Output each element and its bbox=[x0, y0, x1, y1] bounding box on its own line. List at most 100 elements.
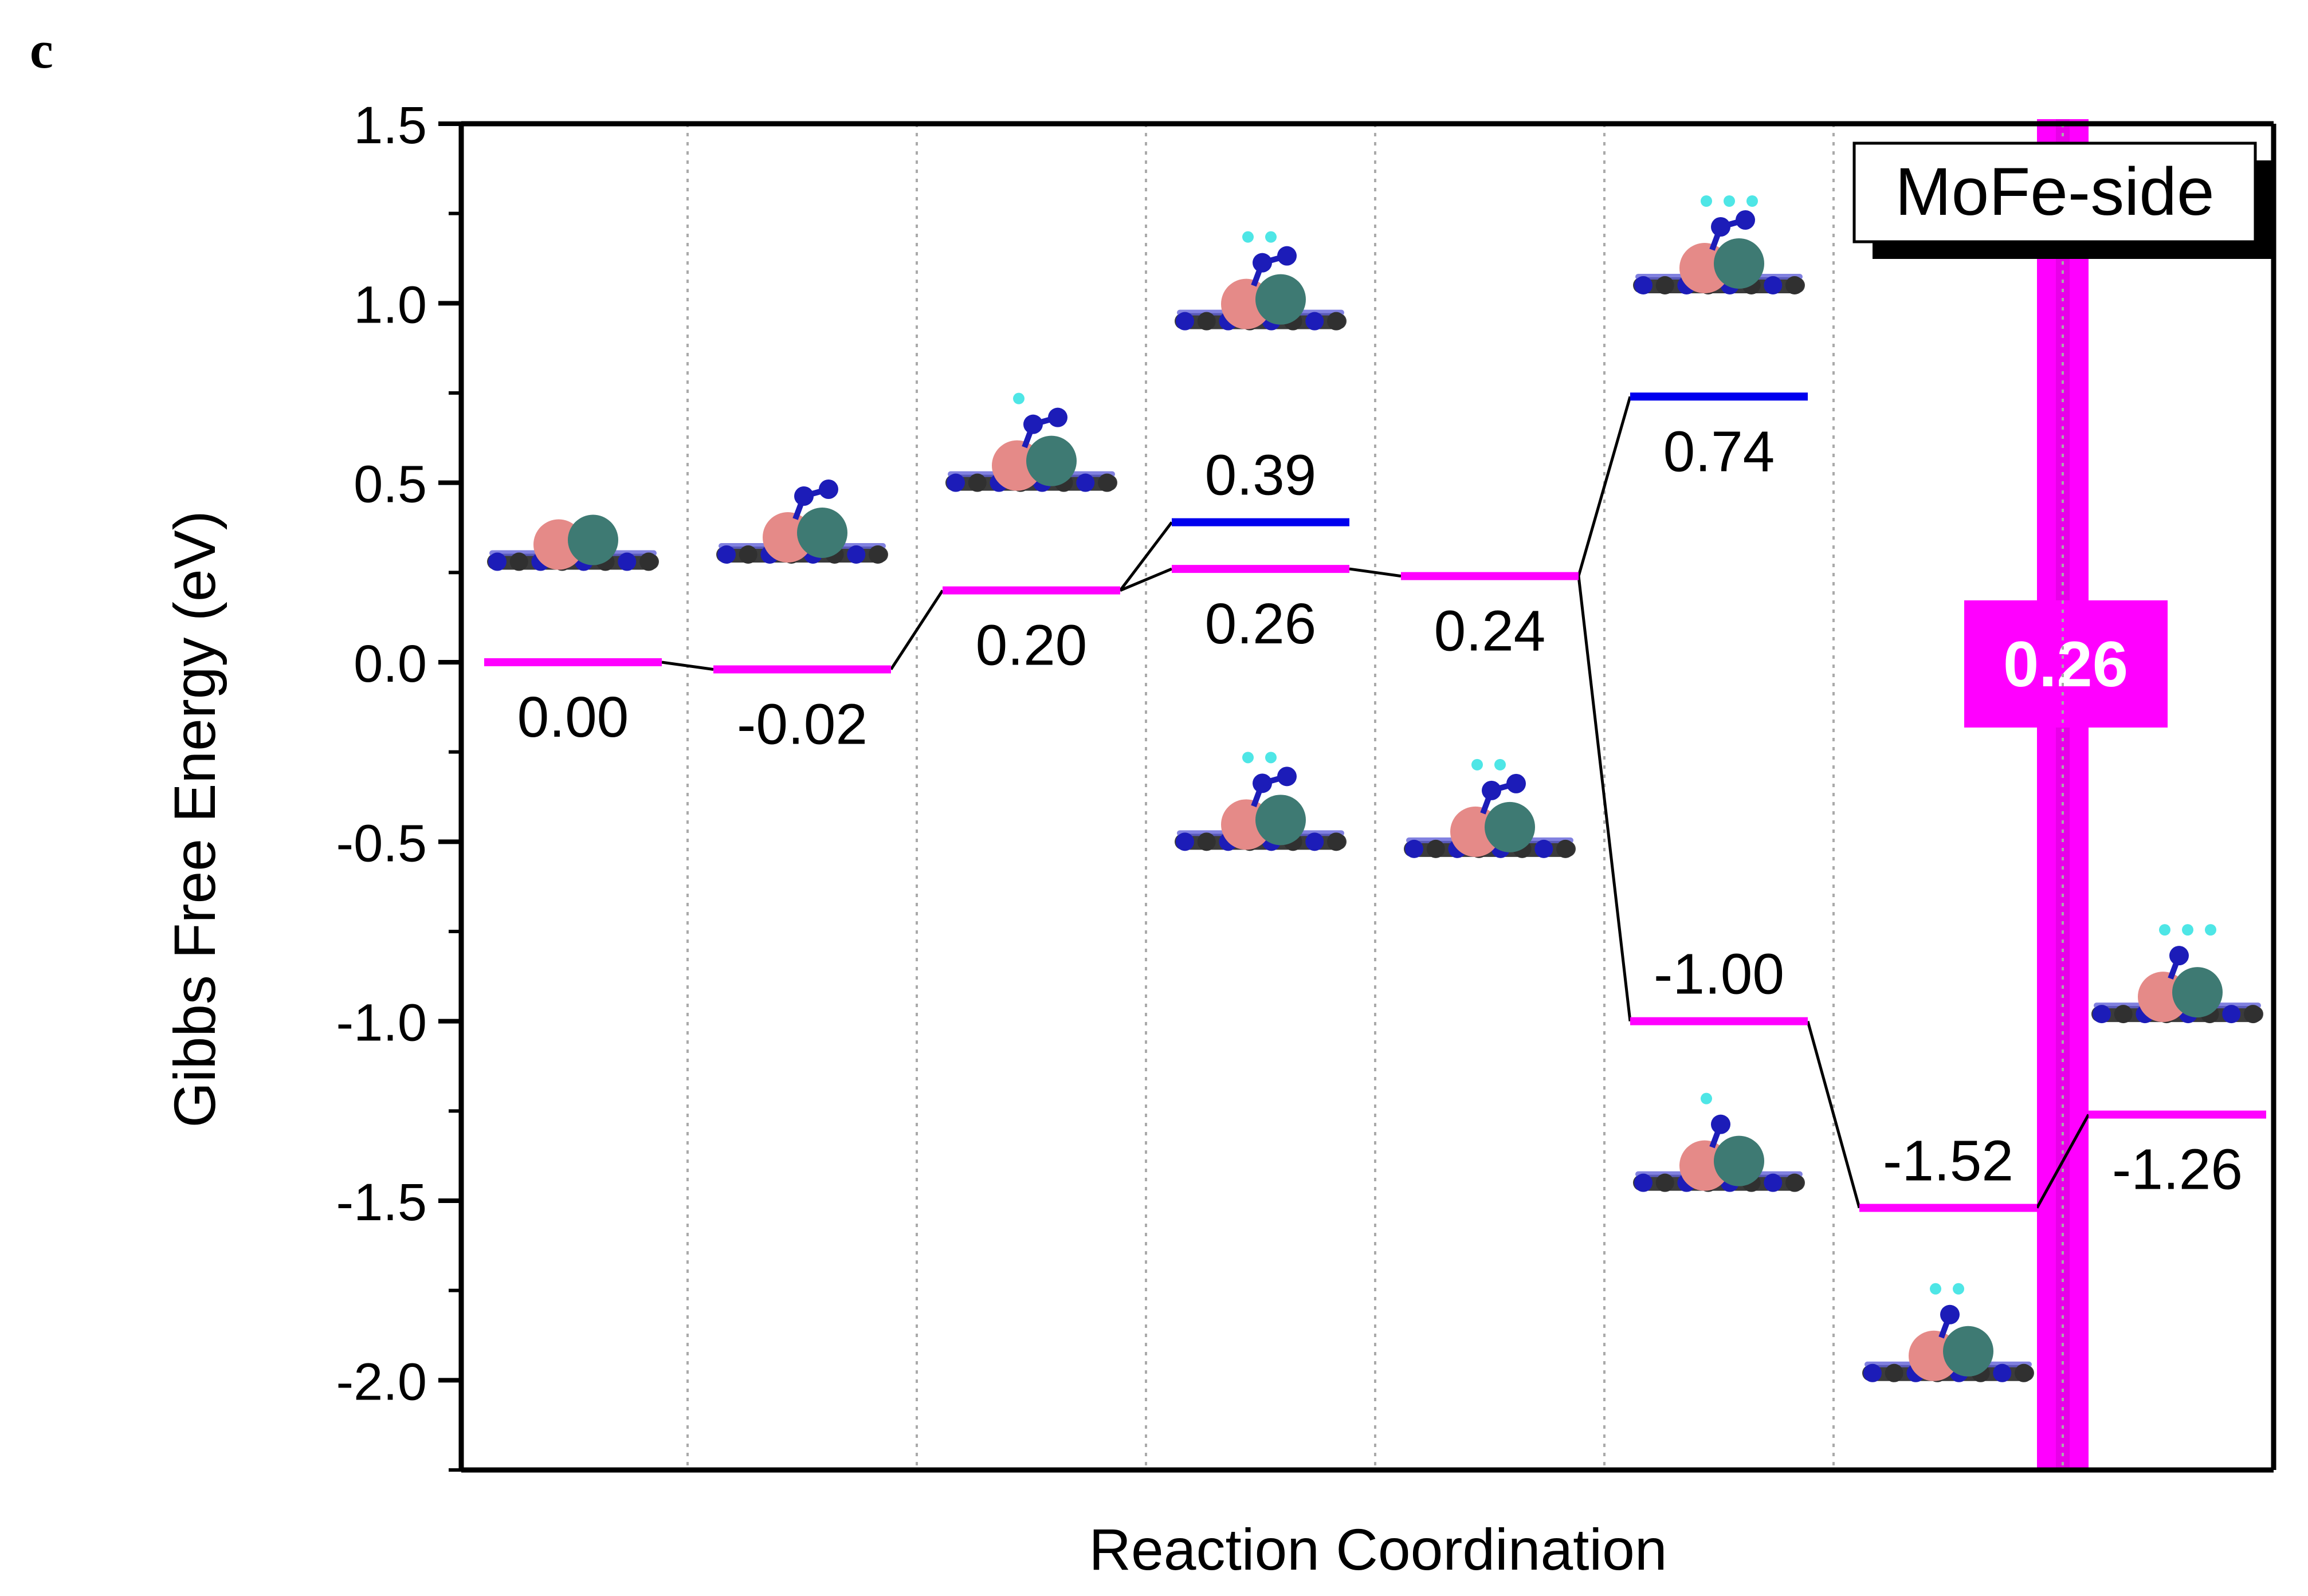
substrate-atom bbox=[2015, 1363, 2033, 1382]
connector-layer bbox=[661, 396, 2090, 1209]
substrate-atom bbox=[1197, 312, 1216, 331]
legend-label: MoFe-side bbox=[1895, 154, 2214, 230]
x-axis-label: Reaction Coordination bbox=[1089, 1517, 1667, 1582]
substrate-atom bbox=[1785, 1173, 1804, 1192]
fe-atom bbox=[1943, 1326, 1993, 1377]
substrate-atom bbox=[1634, 276, 1653, 294]
structure-4-lower bbox=[1175, 752, 1347, 851]
h-atom bbox=[2205, 924, 2216, 936]
substrate-atom bbox=[847, 545, 866, 564]
fe-atom bbox=[568, 514, 618, 565]
substrate-atom bbox=[1405, 839, 1423, 858]
substrate-atom bbox=[1655, 1173, 1674, 1192]
level-value-label: -1.00 bbox=[1654, 942, 1784, 1007]
level-value-label: 0.24 bbox=[1434, 599, 1546, 663]
h-atom bbox=[2182, 924, 2193, 936]
substrate-atom bbox=[1993, 1363, 2012, 1382]
level-value-label: 0.74 bbox=[1663, 419, 1775, 483]
substrate-atom bbox=[618, 552, 637, 571]
y-tick-label: -2.0 bbox=[336, 1353, 427, 1411]
substrate-atom bbox=[1197, 832, 1216, 851]
highlight-label: 0.26 bbox=[2003, 628, 2128, 700]
h-atom bbox=[1953, 1283, 1964, 1295]
fe-atom bbox=[1714, 1135, 1764, 1186]
y-tick-label: 1.0 bbox=[354, 276, 427, 334]
fe-atom bbox=[2172, 967, 2223, 1018]
structure-5 bbox=[1404, 758, 1576, 858]
substrate-atom bbox=[1426, 839, 1445, 858]
n-atom bbox=[1736, 210, 1755, 230]
substrate-atom bbox=[2222, 1005, 2241, 1024]
level-layer: 0.00 -0.02 0.20 0.26 0.39 0.24 0.74 -1.00 -1.52 -… bbox=[484, 392, 2266, 1212]
highlight-label-box bbox=[1964, 600, 2168, 728]
substrate-atom bbox=[869, 545, 887, 564]
substrate-atom bbox=[1655, 276, 1674, 294]
background-layer: 0.26 bbox=[1964, 119, 2168, 1470]
step-divider-layer bbox=[686, 124, 2064, 1470]
y-axis-label: Gibbs Free Energy (eV) bbox=[162, 510, 227, 1127]
connector-line bbox=[1119, 521, 1173, 592]
substrate-atom bbox=[639, 552, 658, 571]
substrate-atom bbox=[509, 552, 528, 571]
substrate-atom bbox=[1076, 473, 1095, 492]
y-tick-label: -1.0 bbox=[336, 994, 427, 1052]
level-value-label: -1.26 bbox=[2112, 1138, 2243, 1202]
substrate-atom bbox=[1634, 1173, 1653, 1192]
n-atom bbox=[819, 479, 838, 499]
structure-4-upper bbox=[1175, 231, 1347, 331]
substrate-atom bbox=[717, 545, 736, 564]
structures-layer bbox=[487, 195, 2263, 1382]
panel-label: c bbox=[30, 21, 53, 79]
connector-line bbox=[1349, 567, 1402, 578]
n-atom bbox=[1277, 766, 1297, 787]
y-tick-label: 0.0 bbox=[354, 635, 427, 693]
connector-line bbox=[1120, 567, 1172, 592]
substrate-atom bbox=[968, 473, 987, 492]
substrate-atom bbox=[1556, 839, 1575, 858]
substrate-atom bbox=[1176, 312, 1194, 331]
structure-2 bbox=[716, 479, 888, 564]
substrate-atom bbox=[1863, 1363, 1882, 1382]
n-atom bbox=[1711, 1114, 1730, 1134]
level-value-label: 0.00 bbox=[517, 685, 629, 749]
h-atom bbox=[1471, 758, 1483, 771]
structure-3 bbox=[945, 392, 1117, 492]
connector-line bbox=[1806, 1021, 1861, 1209]
connector-line bbox=[889, 589, 944, 670]
fe-atom bbox=[1714, 238, 1764, 289]
structure-6-upper bbox=[1633, 195, 1805, 294]
y-tick-label: -1.5 bbox=[336, 1173, 427, 1232]
h-atom bbox=[1494, 758, 1506, 771]
substrate-atom bbox=[1764, 1173, 1783, 1192]
substrate-atom bbox=[1885, 1363, 1903, 1382]
structure-8 bbox=[2091, 924, 2263, 1024]
level-value-label: -0.02 bbox=[737, 693, 868, 757]
n-atom bbox=[1506, 773, 1526, 793]
fe-atom bbox=[1485, 801, 1535, 852]
structure-6-lower bbox=[1633, 1092, 1805, 1192]
n-atom bbox=[1048, 407, 1067, 427]
connector-line bbox=[2035, 1114, 2090, 1209]
y-tick-label: -0.5 bbox=[336, 814, 427, 872]
connector-line bbox=[661, 661, 714, 671]
h-atom bbox=[1242, 752, 1254, 764]
level-value-label: 0.26 bbox=[1205, 592, 1317, 656]
substrate-atom bbox=[488, 552, 507, 571]
substrate-atom bbox=[1098, 473, 1116, 492]
h-atom bbox=[1701, 195, 1712, 207]
substrate-atom bbox=[2114, 1005, 2133, 1024]
substrate-atom bbox=[1176, 832, 1194, 851]
y-tick-label: 1.5 bbox=[354, 96, 427, 155]
level-value-label: 0.20 bbox=[976, 614, 1088, 678]
n-atom bbox=[2169, 946, 2189, 966]
h-atom bbox=[1265, 752, 1277, 764]
h-atom bbox=[1701, 1092, 1712, 1104]
n-atom bbox=[1277, 246, 1297, 266]
h-atom bbox=[1746, 195, 1758, 207]
substrate-atom bbox=[739, 545, 757, 564]
fe-atom bbox=[797, 508, 847, 558]
h-atom bbox=[1724, 195, 1735, 207]
substrate-atom bbox=[1305, 312, 1324, 331]
substrate-atom bbox=[1327, 312, 1345, 331]
